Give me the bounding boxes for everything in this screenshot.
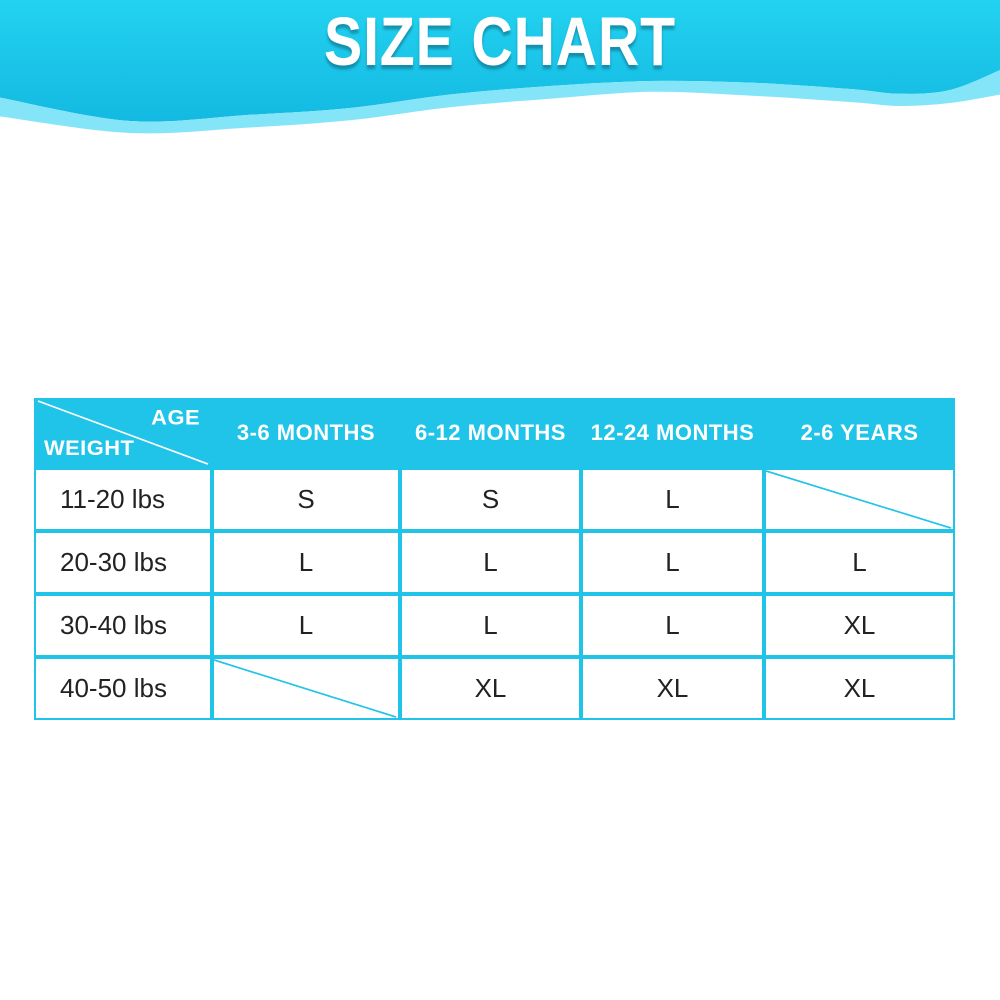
svg-text:WEIGHT: WEIGHT (44, 435, 135, 460)
svg-text:AGE: AGE (151, 405, 200, 430)
